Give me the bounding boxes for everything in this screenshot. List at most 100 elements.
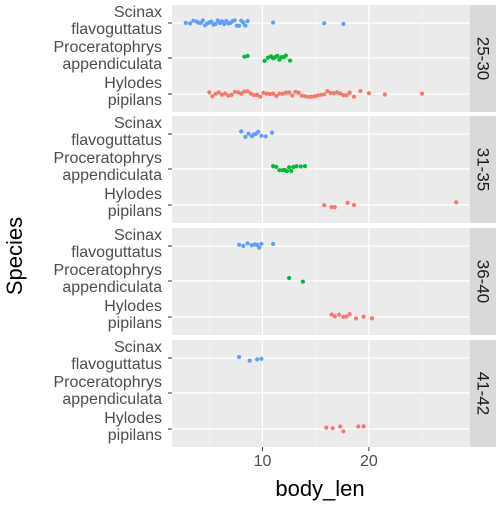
data-point (246, 54, 250, 58)
y-tick-label: flavoguttatus (71, 244, 162, 261)
data-point (255, 357, 259, 361)
y-tick-label: Scinax (114, 4, 162, 21)
data-point (358, 89, 362, 93)
data-point (352, 95, 356, 99)
y-tick-label: Scinax (114, 115, 162, 132)
data-point (285, 169, 289, 173)
y-tick-label: Hylodes (104, 410, 162, 427)
data-point (237, 355, 241, 359)
data-point (322, 21, 326, 25)
data-point (454, 200, 458, 204)
data-point (383, 92, 387, 96)
data-point (289, 169, 293, 173)
data-point (271, 242, 275, 246)
facet-panel-36-40: 36-40 (172, 228, 496, 335)
y-tick-label: Proceratophrys (54, 150, 163, 167)
y-tick-label: Scinax (114, 227, 162, 244)
data-point (367, 91, 371, 95)
data-point (290, 93, 294, 97)
y-tick-label: Proceratophrys (54, 39, 163, 56)
data-point (331, 426, 335, 430)
data-point (354, 316, 358, 320)
data-point (303, 164, 307, 168)
data-point (207, 90, 211, 94)
data-point (201, 18, 205, 22)
data-point (348, 312, 352, 316)
y-tick-label: flavoguttatus (71, 356, 162, 373)
data-point (257, 246, 261, 250)
y-tick-label: flavoguttatus (71, 21, 162, 38)
data-point (248, 359, 252, 363)
data-point (299, 164, 303, 168)
y-tick-label: Proceratophrys (54, 374, 163, 391)
facet-strip-label: 25-30 (474, 37, 493, 80)
x-tick-labels: 10 20 (254, 447, 378, 470)
y-tick-label: appendiculata (62, 167, 162, 184)
facet-panels: 25-30 31-35 36-40 41-42 (172, 5, 496, 447)
y-tick-label: Hylodes (104, 186, 162, 203)
x-tick-label: 10 (254, 453, 272, 470)
y-tick-label: Hylodes (104, 75, 162, 92)
data-point (243, 135, 247, 139)
data-point (184, 21, 188, 25)
facet-panel-25-30: 25-30 (172, 5, 496, 112)
y-tick-label: pipilans (108, 315, 162, 332)
y-tick-label: pipilans (108, 427, 162, 444)
data-point (241, 244, 245, 248)
y-tick-label: flavoguttatus (71, 132, 162, 149)
y-tick-label: pipilans (108, 92, 162, 109)
data-point (275, 54, 279, 58)
facet-strip-label: 31-35 (474, 148, 493, 191)
data-point (344, 93, 348, 97)
y-tick-label: Hylodes (104, 298, 162, 315)
data-point (352, 203, 356, 207)
data-point (237, 24, 241, 28)
data-point (270, 131, 274, 135)
data-point (274, 165, 278, 169)
y-tick-label: appendiculata (62, 56, 162, 73)
data-point (246, 241, 250, 245)
data-point (259, 242, 263, 246)
data-point (237, 243, 241, 247)
y-tick-label: Proceratophrys (54, 262, 163, 279)
facet-panel-41-42: 41-42 (172, 340, 496, 447)
data-point (288, 59, 292, 63)
data-point (259, 357, 263, 361)
data-point (239, 129, 243, 133)
y-tick-label: appendiculata (62, 391, 162, 408)
data-point (338, 424, 342, 428)
facet-strip-label: 36-40 (474, 260, 493, 303)
data-point (337, 313, 341, 317)
data-point (188, 21, 192, 25)
data-point (297, 91, 301, 95)
data-point (420, 92, 424, 96)
data-point (333, 314, 337, 318)
data-point (246, 19, 250, 23)
data-point (287, 90, 291, 94)
y-axis-title: Species (2, 217, 27, 295)
data-point (258, 95, 262, 99)
data-point (287, 165, 291, 169)
data-point (341, 22, 345, 26)
data-point (362, 315, 366, 319)
data-point (287, 276, 291, 280)
y-tick-label: pipilans (108, 203, 162, 220)
facet-strip-label: 41-42 (474, 372, 493, 415)
data-point (322, 92, 326, 96)
data-point (348, 91, 352, 95)
data-point (284, 53, 288, 57)
data-point (271, 20, 275, 24)
y-tick-labels: ScinaxflavoguttatusProceratophrysappendi… (54, 4, 173, 444)
data-point (362, 424, 366, 428)
data-point (324, 426, 328, 430)
data-point (370, 316, 374, 320)
y-tick-label: Scinax (114, 339, 162, 356)
data-point (356, 424, 360, 428)
data-point (346, 201, 350, 205)
data-point (264, 134, 268, 138)
data-point (333, 205, 337, 209)
data-point (301, 280, 305, 284)
data-point (243, 24, 247, 28)
data-point (256, 130, 260, 134)
